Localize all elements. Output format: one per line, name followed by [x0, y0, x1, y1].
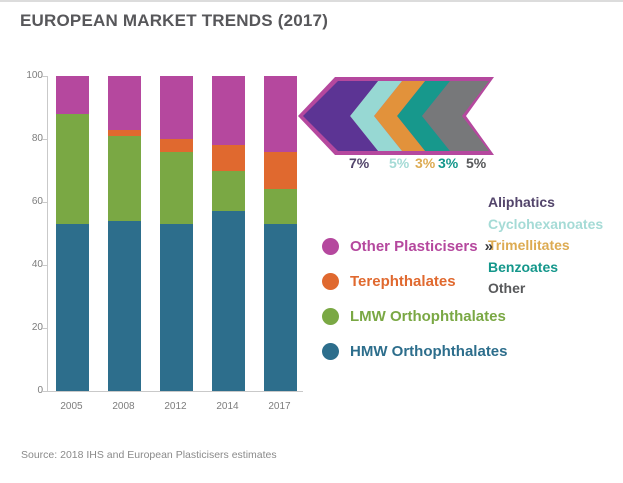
legend-label: HMW Orthophthalates — [350, 342, 508, 360]
bar-segment — [212, 145, 245, 171]
y-tick-label: 60 — [31, 196, 43, 207]
y-tick-mark — [42, 202, 47, 203]
arrow-segment-cyclohexanoates — [350, 81, 402, 151]
breakdown-label: Aliphatics — [488, 194, 555, 210]
y-tick-label: 40 — [31, 259, 43, 270]
arrow-segment-other — [422, 81, 489, 151]
bar-segment — [160, 139, 193, 152]
bar-segment — [264, 76, 297, 152]
x-tick-label: 2017 — [268, 401, 291, 412]
breakdown-label: Other — [488, 280, 526, 296]
bar-2012 — [160, 76, 193, 391]
y-tick-mark — [42, 328, 47, 329]
breakdown-percentage: 7% — [349, 155, 370, 171]
breakdown-label: Cyclohexanoates — [488, 215, 604, 232]
breakdown-percentage: 5% — [466, 155, 487, 171]
bar-segment — [56, 224, 89, 391]
breakdown-percentage: 3% — [415, 155, 436, 171]
bar-segment — [212, 211, 245, 391]
legend-label: LMW Orthophthalates — [350, 307, 506, 325]
bar-2008 — [108, 76, 141, 391]
y-tick-label: 100 — [26, 70, 43, 81]
x-tick-label: 2014 — [216, 401, 239, 412]
bar-2005 — [56, 76, 89, 391]
legend-chevrons-icon: » — [484, 237, 493, 255]
arrow-segment-benzoates — [397, 81, 450, 151]
x-tick-label: 2008 — [112, 401, 135, 412]
breakdown-percentage: 3% — [438, 155, 459, 171]
y-tick-label: 0 — [37, 385, 43, 396]
arrow-border — [298, 77, 494, 155]
bar-2017 — [264, 76, 297, 391]
top-border-line — [0, 0, 623, 2]
bar-segment — [56, 76, 89, 114]
x-tick-label: 2012 — [164, 401, 187, 412]
breakdown-percentage: 5% — [389, 155, 410, 171]
y-tick-label: 80 — [31, 133, 43, 144]
arrow-segment-aliphatics — [303, 81, 378, 151]
y-tick-label: 20 — [31, 322, 43, 333]
bar-segment — [264, 189, 297, 225]
page-title: EUROPEAN MARKET TRENDS (2017) — [20, 11, 329, 30]
legend-item: Other Plasticisers » — [322, 237, 508, 255]
legend-item: Terephthalates — [322, 272, 508, 290]
legend-dot — [322, 237, 339, 255]
bar-segment — [160, 151, 193, 225]
y-tick-mark — [42, 76, 47, 77]
arrow-segment-trimellitates — [374, 81, 425, 151]
legend-item: LMW Orthophthalates — [322, 307, 508, 325]
breakdown-label: Trimellitates — [488, 237, 570, 253]
bar-segment — [108, 129, 141, 136]
bar-segment — [160, 224, 193, 391]
bar-segment — [160, 76, 193, 140]
y-tick-mark — [42, 139, 47, 140]
bar-segment — [212, 170, 245, 212]
legend-dot — [322, 342, 339, 360]
bar-segment — [56, 113, 89, 225]
y-tick-mark — [42, 265, 47, 266]
y-tick-mark — [42, 391, 47, 392]
legend: Other Plasticisers » Terephthalates LMW Ort… — [322, 237, 508, 377]
legend-label: Other Plasticisers — [350, 237, 478, 255]
bar-segment — [108, 135, 141, 221]
x-tick-label: 2005 — [60, 401, 83, 412]
source-note: Source: 2018 IHS and European Plasticise… — [21, 449, 277, 461]
bar-segment — [108, 76, 141, 130]
breakdown-labels: Aliphatics Cyclohexanoates Trimellitates Be… — [488, 192, 603, 300]
bar-2014 — [212, 76, 245, 391]
legend-dot — [322, 272, 339, 290]
bar-segment — [264, 151, 297, 190]
bar-segment — [108, 220, 141, 391]
legend-dot — [322, 307, 339, 325]
legend-item: HMW Orthophthalates — [322, 342, 508, 360]
breakdown-label: Benzoates — [488, 258, 559, 275]
legend-label: Terephthalates — [350, 272, 456, 290]
bar-segment — [212, 76, 245, 146]
plot-area — [47, 76, 303, 392]
bar-segment — [264, 224, 297, 391]
